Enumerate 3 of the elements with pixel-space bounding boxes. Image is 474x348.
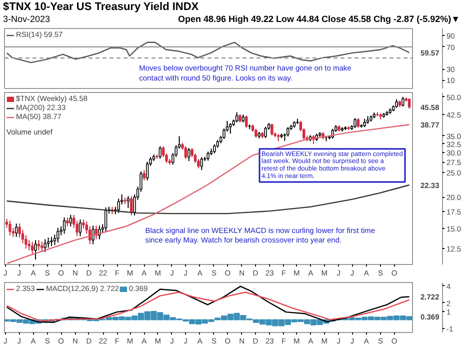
text: Open 48.96 High 49.22 Low 44.84 Close 45.58 Chg -2.87 (-5.92%)▼ — [178, 13, 460, 26]
chart-title: $TNX 10-Year US Treasury Yield INDX — [3, 0, 199, 15]
chart-subtitle: 3-Nov-2023 — [3, 13, 50, 26]
